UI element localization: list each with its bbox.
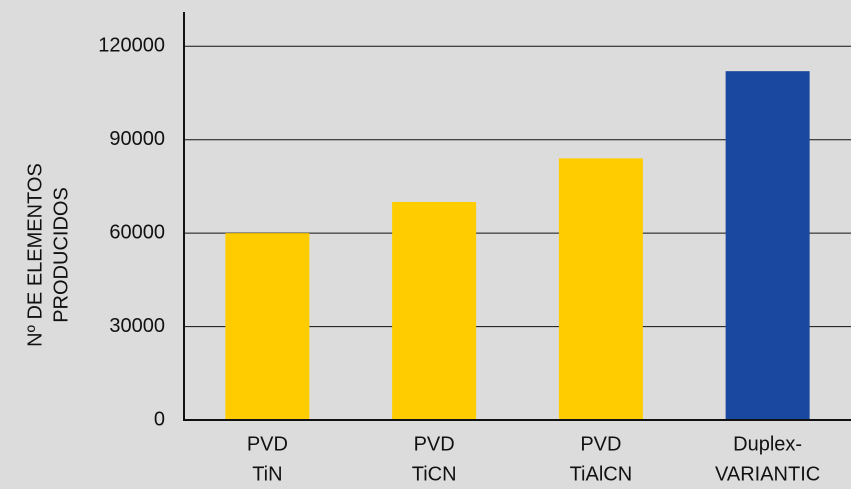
y-axis-label: PRODUCIDOS [50,187,72,323]
x-tick-label: TiCN [412,463,457,485]
y-tick-label: 120000 [98,35,165,57]
y-tick-label: 60000 [109,221,165,243]
x-tick-label: VARIANTIC [715,463,820,485]
x-tick-label: PVD [414,433,455,455]
x-tick-label: TiAlCN [570,463,633,485]
y-tick-label: 0 [154,408,165,430]
x-tick-label: Duplex- [733,433,802,455]
bar [392,201,477,420]
x-tick-label: TiN [252,463,282,485]
x-tick-label: PVD [580,433,621,455]
bar [558,158,643,420]
bar [225,233,310,420]
bar [725,71,810,421]
x-tick-label: PVD [247,433,288,455]
y-tick-label: 30000 [109,315,165,337]
y-tick-label: 90000 [109,128,165,150]
y-axis-label: Nº DE ELEMENTOS [24,163,46,347]
